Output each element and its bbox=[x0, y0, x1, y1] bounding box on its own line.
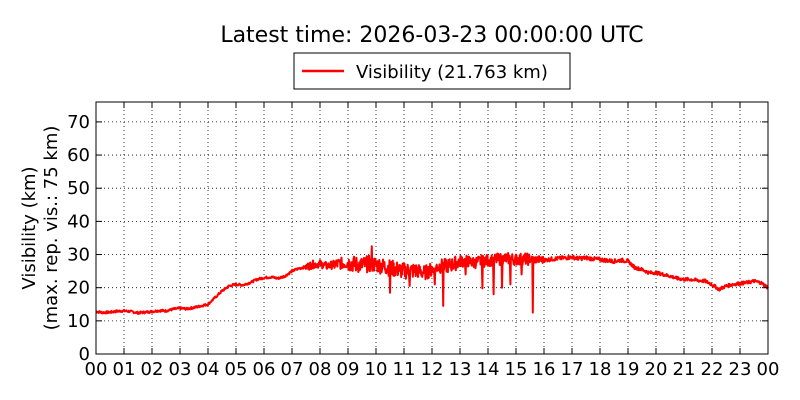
x-tick-label: 14 bbox=[477, 359, 500, 380]
x-tick-label: 03 bbox=[169, 359, 192, 380]
chart-title: Latest time: 2026-03-23 00:00:00 UTC bbox=[220, 23, 643, 48]
y-tick-label: 10 bbox=[67, 311, 90, 332]
x-tick-label: 08 bbox=[309, 359, 332, 380]
plot-frame bbox=[95, 101, 769, 355]
x-tick-label: 18 bbox=[589, 359, 612, 380]
y-tick-label: 50 bbox=[67, 178, 90, 199]
x-tick-label: 13 bbox=[449, 359, 472, 380]
x-tick-label: 11 bbox=[393, 359, 416, 380]
legend-label: Visibility (21.763 km) bbox=[356, 62, 548, 83]
x-tick-label: 17 bbox=[561, 359, 584, 380]
y-tick-label: 70 bbox=[67, 112, 90, 133]
y-axis-label-line-1: Visibility (km) bbox=[19, 166, 40, 289]
x-tick-label: 20 bbox=[645, 359, 668, 380]
x-tick-label: 00 bbox=[85, 359, 108, 380]
y-axis-label: Visibility (km) (max. rep. vis.: 75 km) bbox=[19, 126, 62, 331]
x-tick-label: 12 bbox=[421, 359, 444, 380]
series-line-visibility bbox=[95, 245, 769, 315]
y-tick-label: 40 bbox=[67, 211, 90, 232]
x-tick-label: 01 bbox=[113, 359, 136, 380]
x-tick-label: 04 bbox=[197, 359, 220, 380]
x-tick-label: 02 bbox=[141, 359, 164, 380]
x-tick-label: 06 bbox=[253, 359, 276, 380]
y-tick-label: 30 bbox=[67, 245, 90, 266]
x-tick-label: 15 bbox=[505, 359, 528, 380]
x-tick-label: 21 bbox=[673, 359, 696, 380]
y-tick-label: 0 bbox=[79, 344, 90, 365]
x-tick-label: 05 bbox=[225, 359, 248, 380]
x-tick-label: 16 bbox=[533, 359, 556, 380]
x-tick-label: 10 bbox=[365, 359, 388, 380]
y-tick-label: 60 bbox=[67, 145, 90, 166]
x-tick-label: 07 bbox=[281, 359, 304, 380]
x-tick-label: 22 bbox=[701, 359, 724, 380]
x-tick-label: 00 bbox=[757, 359, 780, 380]
plot-area: 00 01 02 03 04 05 06 07 08 09 10 11 12 13 14 15 16 17 18 19… bbox=[67, 101, 780, 380]
legend: Visibility (21.763 km) bbox=[293, 52, 571, 90]
x-tick-label: 23 bbox=[729, 359, 752, 380]
x-tick-label: 09 bbox=[337, 359, 360, 380]
x-tick-label: 19 bbox=[617, 359, 640, 380]
y-axis-label-line-2: (max. rep. vis.: 75 km) bbox=[41, 126, 62, 331]
y-tick-label: 20 bbox=[67, 278, 90, 299]
